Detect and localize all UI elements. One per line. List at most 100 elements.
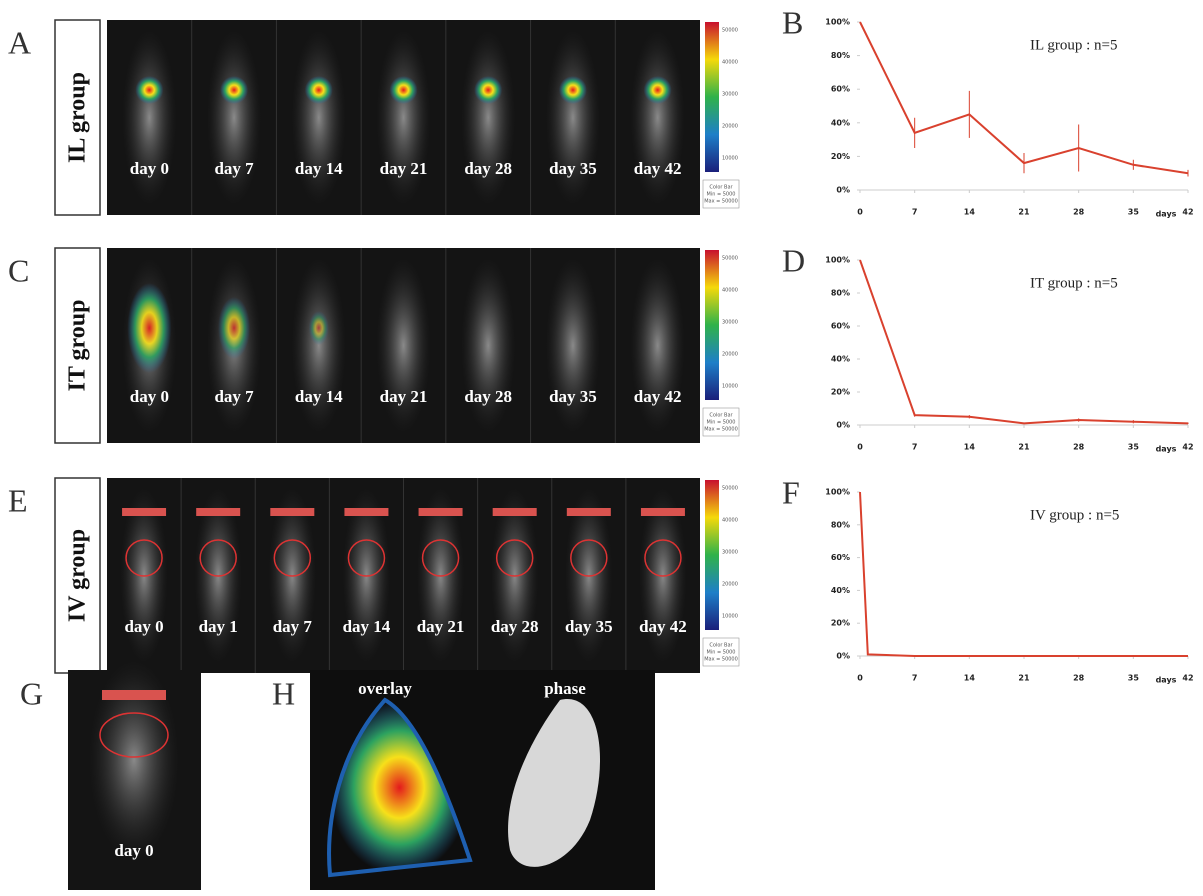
x-tick-label: 0 <box>857 443 863 452</box>
y-tick-label: 100% <box>825 488 850 497</box>
y-tick-label: 60% <box>831 553 850 562</box>
group-label: IL group <box>65 72 91 163</box>
mouse-image <box>545 257 601 434</box>
color-bar-legend-text: Max = 50000 <box>704 427 738 433</box>
color-bar-tick: 30000 <box>722 92 738 98</box>
line <box>859 21 1189 175</box>
x-tick-label: 35 <box>1128 674 1140 683</box>
color-bar-tick: 20000 <box>722 124 738 130</box>
x-tick-label: 42 <box>1182 208 1193 217</box>
color-bar-tick: 40000 <box>722 288 738 294</box>
roi-label <box>102 690 166 700</box>
color-bar-legend <box>702 179 740 209</box>
day-label: day 35 <box>549 159 597 178</box>
signal <box>135 76 164 104</box>
signal <box>220 76 249 104</box>
mouse-image <box>630 29 685 206</box>
mouse-image <box>122 29 177 206</box>
roi <box>347 539 386 577</box>
x-tick-label: 7 <box>912 208 918 217</box>
color-bar-tick: 20000 <box>722 582 738 588</box>
roi-label <box>492 508 537 516</box>
color-bar-legend <box>702 637 740 667</box>
roi-label <box>196 508 241 516</box>
panel-letter: D <box>782 242 805 278</box>
color-bar <box>705 480 719 630</box>
color-bar-tick: 10000 <box>722 614 738 620</box>
panel-letter: B <box>782 4 803 40</box>
color-bar-legend-text: Color Bar <box>709 185 733 191</box>
day-label: day 7 <box>214 159 254 178</box>
roi-label <box>122 508 167 516</box>
mouse-image <box>291 29 346 206</box>
x-tick-label: 7 <box>912 674 918 683</box>
signal <box>308 311 329 345</box>
signal <box>304 76 333 104</box>
line <box>859 259 1189 425</box>
color-bar <box>705 22 719 172</box>
y-tick-label: 80% <box>831 289 850 298</box>
x-tick-label: 28 <box>1073 674 1085 683</box>
x-tick-label: 14 <box>964 443 976 452</box>
y-tick-label: 80% <box>831 51 850 60</box>
image-label: overlay <box>358 679 412 698</box>
color-bar <box>705 250 719 400</box>
color-bar-tick: 10000 <box>722 384 738 390</box>
x-tick-label: 28 <box>1073 208 1085 217</box>
x-axis-label: days <box>1156 210 1177 219</box>
day-label: day 42 <box>639 617 687 636</box>
panel-letter: E <box>8 482 28 518</box>
roi <box>125 539 163 577</box>
roi <box>644 539 682 577</box>
group-label: IT group <box>65 300 91 392</box>
color-bar-tick: 40000 <box>722 60 738 66</box>
day-label: day 28 <box>491 617 539 636</box>
x-tick-label: 21 <box>1018 208 1030 217</box>
y-tick-label: 0% <box>836 421 850 430</box>
color-bar-legend <box>702 407 740 437</box>
mouse-image <box>89 660 179 860</box>
y-tick-label: 60% <box>831 85 850 94</box>
day-label: day 7 <box>273 617 313 636</box>
roi <box>495 539 534 577</box>
color-bar-legend-text: Max = 50000 <box>704 199 738 205</box>
day-label: day 7 <box>214 387 254 406</box>
y-tick-label: 40% <box>831 355 850 364</box>
day-label: day 14 <box>295 159 343 178</box>
group-label: IV group <box>65 529 91 622</box>
mouse-image <box>206 29 262 206</box>
image-label: phase <box>544 679 586 698</box>
color-bar-legend-text: Color Bar <box>709 643 733 649</box>
roi <box>99 712 169 758</box>
color-bar-legend-text: Min = 5000 <box>707 420 736 426</box>
day-label: day 21 <box>380 387 428 406</box>
day-label: day 1 <box>199 617 238 636</box>
color-bar-tick: 20000 <box>722 352 738 358</box>
color-bar-legend-text: Max = 50000 <box>704 657 738 663</box>
y-tick-label: 20% <box>831 152 850 161</box>
y-tick-label: 80% <box>831 520 850 529</box>
y-tick-label: 20% <box>831 388 850 397</box>
day-label: day 21 <box>380 159 428 178</box>
y-tick-label: 20% <box>831 619 850 628</box>
overlay-tissue <box>327 697 473 878</box>
x-axis-label: days <box>1156 445 1177 454</box>
color-bar-tick: 40000 <box>722 518 738 524</box>
x-tick-label: 21 <box>1018 674 1030 683</box>
color-bar-legend-text: Color Bar <box>709 413 733 419</box>
panel-letter: H <box>272 675 295 711</box>
color-bar-tick: 50000 <box>722 486 738 492</box>
x-axis-label: days <box>1156 676 1177 685</box>
signal <box>389 76 418 104</box>
signal <box>558 76 587 104</box>
phase-tissue <box>508 699 600 867</box>
mouse-image <box>630 257 685 434</box>
day-label: day 42 <box>634 159 682 178</box>
y-tick-label: 0% <box>836 652 850 661</box>
mouse-image <box>461 29 516 206</box>
color-bar-tick: 30000 <box>722 320 738 326</box>
roi <box>421 539 460 577</box>
panel-letter: G <box>20 675 43 711</box>
signal <box>643 76 672 104</box>
roi <box>199 539 237 577</box>
